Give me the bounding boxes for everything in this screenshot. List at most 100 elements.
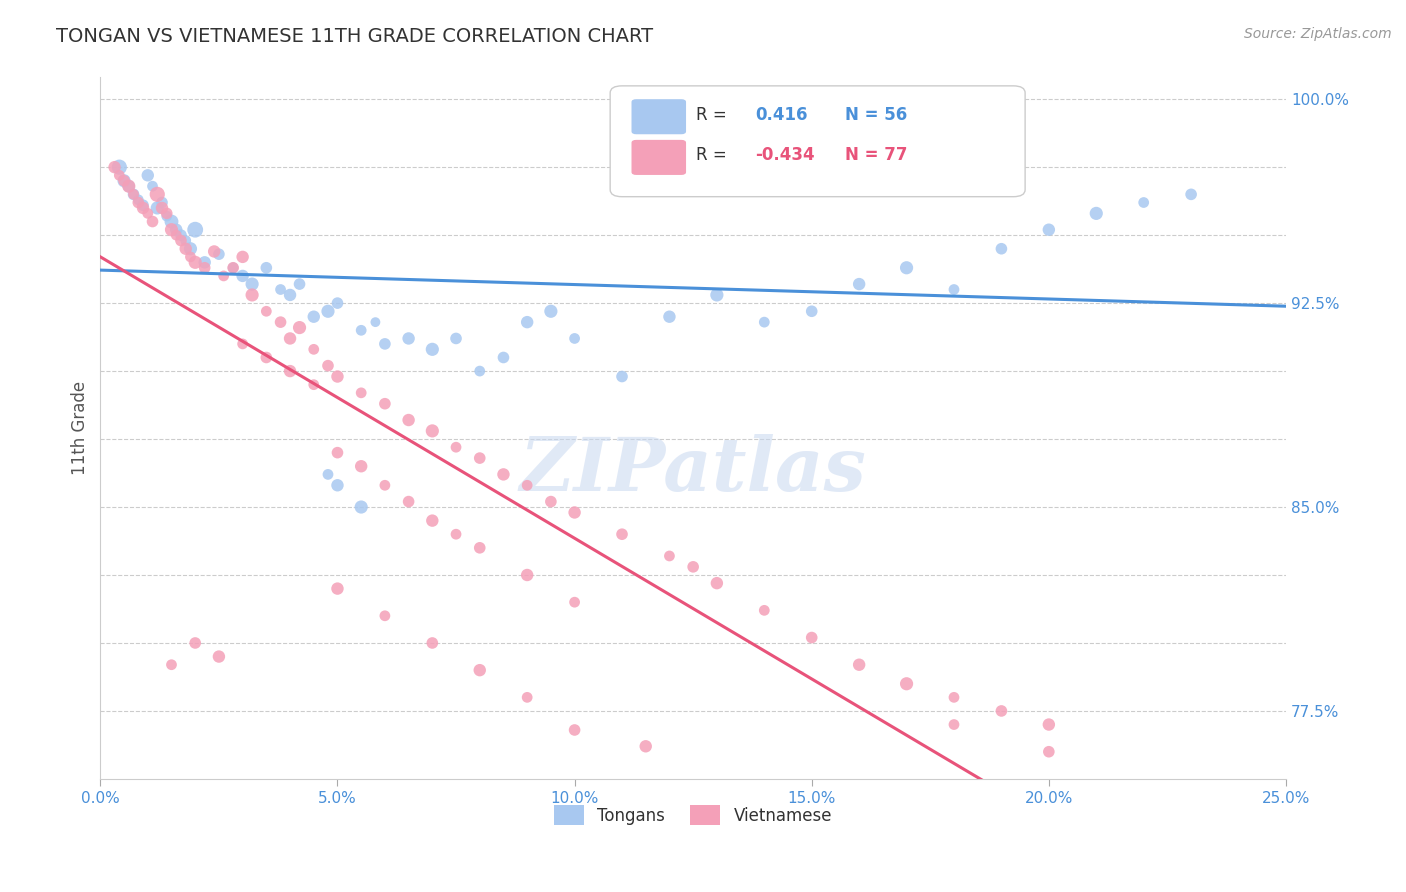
Point <box>658 549 681 563</box>
Point <box>350 385 373 400</box>
Point <box>350 500 373 514</box>
Point <box>1132 195 1154 210</box>
Point <box>420 514 443 528</box>
Point <box>896 260 918 275</box>
Legend: Tongans, Vietnamese: Tongans, Vietnamese <box>546 797 841 834</box>
Point <box>492 351 515 365</box>
Point <box>326 369 349 384</box>
Text: N = 56: N = 56 <box>845 105 907 124</box>
Point <box>316 359 339 373</box>
Point <box>132 198 155 212</box>
Point <box>170 234 193 248</box>
Point <box>398 331 420 345</box>
Point <box>179 242 201 256</box>
Point <box>1038 223 1060 237</box>
Point <box>165 223 187 237</box>
Point <box>1038 717 1060 731</box>
Point <box>564 506 586 520</box>
Point <box>174 234 197 248</box>
Point <box>278 331 301 345</box>
Point <box>288 320 311 334</box>
Point <box>278 288 301 302</box>
Point <box>232 337 254 351</box>
Point <box>194 260 217 275</box>
Point <box>302 343 325 357</box>
Point <box>326 445 349 459</box>
Point <box>754 603 776 617</box>
Point <box>444 527 467 541</box>
Point <box>184 223 207 237</box>
Point <box>132 201 155 215</box>
Point <box>848 657 870 672</box>
Point <box>398 413 420 427</box>
Point <box>374 478 396 492</box>
Point <box>706 576 728 591</box>
Point <box>222 260 245 275</box>
Text: ZIPatlas: ZIPatlas <box>520 434 866 507</box>
Point <box>468 364 491 378</box>
Point <box>468 451 491 466</box>
Point <box>232 268 254 283</box>
Point <box>160 223 183 237</box>
Point <box>540 494 562 508</box>
Point <box>194 255 217 269</box>
Point <box>398 494 420 508</box>
Point <box>444 440 467 454</box>
Point <box>800 304 823 318</box>
FancyBboxPatch shape <box>610 86 1025 197</box>
Point <box>160 657 183 672</box>
Point <box>564 723 586 737</box>
Text: TONGAN VS VIETNAMESE 11TH GRADE CORRELATION CHART: TONGAN VS VIETNAMESE 11TH GRADE CORRELAT… <box>56 27 654 45</box>
Point <box>516 315 538 329</box>
Text: Source: ZipAtlas.com: Source: ZipAtlas.com <box>1244 27 1392 41</box>
Point <box>240 288 263 302</box>
Point <box>754 315 776 329</box>
Point <box>122 187 145 202</box>
Point <box>127 195 149 210</box>
Point <box>634 739 657 754</box>
Point <box>254 260 277 275</box>
Point <box>156 209 179 223</box>
Point <box>208 649 231 664</box>
Point <box>1038 745 1060 759</box>
Point <box>540 304 562 318</box>
Point <box>564 595 586 609</box>
Point <box>160 214 183 228</box>
Point <box>108 160 131 174</box>
Point <box>156 206 179 220</box>
Point <box>516 478 538 492</box>
Point <box>118 179 141 194</box>
Point <box>254 351 277 365</box>
Point <box>108 169 131 183</box>
Text: -0.434: -0.434 <box>755 146 814 164</box>
Point <box>492 467 515 482</box>
Point <box>184 255 207 269</box>
Point <box>212 268 235 283</box>
Point <box>278 364 301 378</box>
Point <box>316 467 339 482</box>
Point <box>118 179 141 194</box>
Point <box>468 541 491 555</box>
Point <box>610 369 633 384</box>
Point <box>990 242 1012 256</box>
Point <box>468 663 491 677</box>
Point <box>896 677 918 691</box>
Point <box>516 568 538 582</box>
Point <box>706 288 728 302</box>
Point <box>316 304 339 318</box>
Point <box>420 424 443 438</box>
Y-axis label: 11th Grade: 11th Grade <box>72 381 89 475</box>
Point <box>202 244 225 259</box>
Point <box>136 206 159 220</box>
Text: R =: R = <box>696 105 731 124</box>
Point <box>179 250 201 264</box>
Point <box>112 174 135 188</box>
Point <box>136 169 159 183</box>
Point <box>943 690 966 705</box>
Point <box>658 310 681 324</box>
Point <box>222 260 245 275</box>
Point <box>990 704 1012 718</box>
Point <box>420 343 443 357</box>
Point <box>184 636 207 650</box>
Point <box>943 717 966 731</box>
